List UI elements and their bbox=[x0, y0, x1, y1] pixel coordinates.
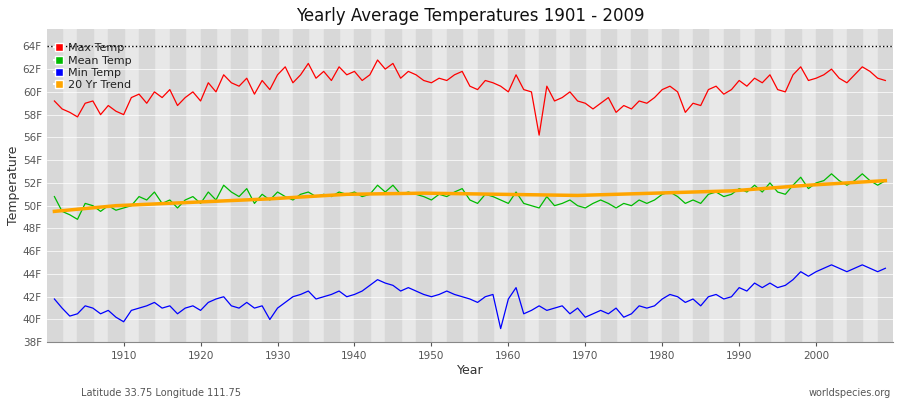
Bar bbox=[570, 29, 585, 342]
Bar bbox=[600, 29, 617, 342]
Bar bbox=[108, 29, 123, 342]
X-axis label: Year: Year bbox=[456, 364, 483, 377]
Bar bbox=[139, 29, 155, 342]
Bar bbox=[878, 29, 893, 342]
Bar bbox=[416, 29, 431, 342]
Bar bbox=[292, 29, 309, 342]
Bar bbox=[539, 29, 554, 342]
Title: Yearly Average Temperatures 1901 - 2009: Yearly Average Temperatures 1901 - 2009 bbox=[295, 7, 644, 25]
Bar bbox=[201, 29, 216, 342]
Bar bbox=[632, 29, 647, 342]
Bar bbox=[77, 29, 93, 342]
Legend: Max Temp, Mean Temp, Min Temp, 20 Yr Trend: Max Temp, Mean Temp, Min Temp, 20 Yr Tre… bbox=[50, 39, 136, 95]
Bar bbox=[170, 29, 185, 342]
Bar bbox=[508, 29, 524, 342]
Bar bbox=[446, 29, 463, 342]
Text: worldspecies.org: worldspecies.org bbox=[809, 388, 891, 398]
Bar bbox=[786, 29, 801, 342]
Text: Latitude 33.75 Longitude 111.75: Latitude 33.75 Longitude 111.75 bbox=[81, 388, 241, 398]
Bar bbox=[231, 29, 247, 342]
Bar bbox=[478, 29, 493, 342]
Bar bbox=[385, 29, 400, 342]
Bar bbox=[662, 29, 678, 342]
Bar bbox=[754, 29, 770, 342]
Bar bbox=[693, 29, 708, 342]
Bar bbox=[847, 29, 862, 342]
Bar bbox=[355, 29, 370, 342]
Bar bbox=[724, 29, 739, 342]
Y-axis label: Temperature: Temperature bbox=[7, 146, 20, 226]
Bar bbox=[324, 29, 339, 342]
Bar bbox=[47, 29, 62, 342]
Bar bbox=[262, 29, 277, 342]
Bar bbox=[816, 29, 832, 342]
